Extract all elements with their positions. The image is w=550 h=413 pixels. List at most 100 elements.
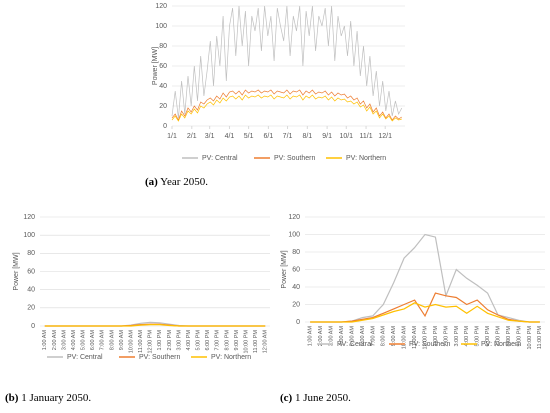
x-tick-label: 7:00 AM <box>100 330 106 351</box>
x-tick-label: 5/1 <box>244 133 254 140</box>
y-tick-label: 100 <box>288 231 300 238</box>
y-tick-label: 40 <box>159 83 167 90</box>
x-tick-label: 10:00 AM <box>128 330 134 354</box>
x-tick-label: 9/1 <box>322 133 332 140</box>
caption-text: 1 January 2050. <box>21 392 91 404</box>
y-tick-label: 120 <box>155 3 167 10</box>
caption-label: (c) <box>280 392 293 404</box>
x-tick-label: 8:00 AM <box>381 326 387 347</box>
x-tick-label: 9:00 AM <box>391 326 397 347</box>
y-tick-label: 80 <box>159 43 167 50</box>
legend-label: PV: Central <box>337 341 373 348</box>
y-tick-label: 20 <box>27 305 35 312</box>
x-tick-label: 5:00 PM <box>475 326 481 347</box>
x-tick-label: 4:00 PM <box>186 330 192 351</box>
legend-label: PV: Southern <box>139 354 180 361</box>
y-tick-label: 60 <box>292 266 300 273</box>
y-tick-label: 80 <box>27 250 35 257</box>
x-tick-label: 8/1 <box>302 133 312 140</box>
x-tick-label: 2/1 <box>187 133 197 140</box>
x-tick-label: 2:00 PM <box>167 330 173 351</box>
series-line <box>171 89 402 121</box>
x-tick-label: 3:00 PM <box>176 330 182 351</box>
legend-label: PV: Northern <box>346 155 386 162</box>
x-tick-label: 11:00 PM <box>253 330 259 354</box>
x-tick-label: 8:00 AM <box>109 330 115 351</box>
y-tick-label: 20 <box>292 301 300 308</box>
series-line <box>171 5 403 119</box>
y-tick-label: 0 <box>31 323 35 330</box>
y-axis-label: Power [MW] <box>13 252 20 290</box>
x-tick-label: 1:00 AM <box>42 330 48 351</box>
y-axis-label: Power [MW] <box>152 47 159 85</box>
x-tick-label: 4:00 AM <box>339 326 345 347</box>
x-tick-label: 7:00 PM <box>215 330 221 351</box>
x-tick-label: 12/1 <box>378 133 392 140</box>
x-tick-label: 1:00 AM <box>308 326 314 347</box>
x-tick-label: 3/1 <box>205 133 215 140</box>
y-tick-label: 60 <box>27 268 35 275</box>
y-tick-label: 100 <box>155 23 167 30</box>
x-tick-label: 10:00 PM <box>527 326 533 350</box>
legend-label: PV: Central <box>67 354 103 361</box>
x-tick-label: 6/1 <box>264 133 274 140</box>
x-tick-label: 1/1 <box>167 133 177 140</box>
x-tick-label: 9:00 AM <box>119 330 125 351</box>
x-tick-label: 7:00 AM <box>370 326 376 347</box>
legend-label: PV: Southern <box>274 155 315 162</box>
x-tick-label: 2:00 AM <box>318 326 324 347</box>
x-tick-label: 2:00 AM <box>52 330 58 351</box>
y-tick-label: 0 <box>163 123 167 130</box>
x-tick-label: 8:00 PM <box>506 326 512 347</box>
x-tick-label: 12:00 AM <box>263 330 269 354</box>
y-tick-label: 80 <box>292 249 300 256</box>
x-tick-label: 3:00 AM <box>329 326 335 347</box>
caption: (b) 1 January 2050. <box>5 392 91 404</box>
caption-label: (a) <box>145 176 158 188</box>
legend-label: PV: Northern <box>211 354 251 361</box>
y-axis-label: Power [MW] <box>281 250 288 288</box>
series-line <box>171 94 402 122</box>
x-tick-label: 3:00 PM <box>454 326 460 347</box>
x-tick-label: 4:00 PM <box>464 326 470 347</box>
x-tick-label: 6:00 PM <box>205 330 211 351</box>
x-tick-label: 5:00 PM <box>196 330 202 351</box>
caption-text: Year 2050. <box>160 176 208 188</box>
x-tick-label: 7/1 <box>283 133 293 140</box>
x-tick-label: 2:00 PM <box>443 326 449 347</box>
x-tick-label: 11/1 <box>360 133 373 140</box>
y-tick-label: 100 <box>23 232 35 239</box>
x-tick-label: 10:00 PM <box>243 330 249 354</box>
x-tick-label: 4/1 <box>225 133 235 140</box>
series-line <box>310 233 540 323</box>
legend-label: PV: Southern <box>409 341 450 348</box>
x-tick-label: 6:00 PM <box>485 326 491 347</box>
x-tick-label: 9:00 PM <box>234 330 240 351</box>
legend-label: PV: Northern <box>481 341 521 348</box>
x-tick-label: 4:00 AM <box>71 330 77 351</box>
y-tick-label: 120 <box>23 214 35 221</box>
x-tick-label: 5:00 AM <box>349 326 355 347</box>
y-tick-label: 40 <box>27 287 35 294</box>
x-tick-label: 9:00 PM <box>516 326 522 347</box>
y-tick-label: 40 <box>292 284 300 291</box>
x-tick-label: 11:00 PM <box>537 326 543 350</box>
x-tick-label: 1:00 PM <box>433 326 439 347</box>
caption-text: 1 June 2050. <box>295 392 351 404</box>
x-tick-label: 12:00 PM <box>422 326 428 350</box>
y-tick-label: 20 <box>159 103 167 110</box>
y-tick-label: 60 <box>159 63 167 70</box>
series-line <box>310 302 540 323</box>
x-tick-label: 11:00 AM <box>412 326 418 349</box>
x-tick-label: 5:00 AM <box>81 330 87 351</box>
x-tick-label: 10/1 <box>339 133 353 140</box>
x-tick-label: 3:00 AM <box>61 330 67 351</box>
x-tick-label: 7:00 PM <box>495 326 501 347</box>
series-line <box>44 324 266 327</box>
x-tick-label: 1:00 PM <box>157 330 163 351</box>
legend-label: PV: Central <box>202 155 238 162</box>
y-tick-label: 0 <box>296 319 300 326</box>
y-tick-label: 120 <box>288 214 300 221</box>
caption: (a) Year 2050. <box>145 176 208 188</box>
